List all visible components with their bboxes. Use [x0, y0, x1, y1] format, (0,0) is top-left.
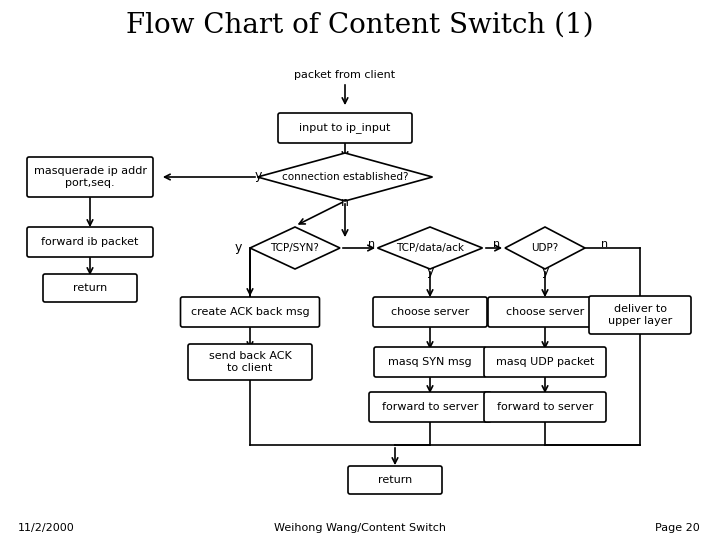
- FancyBboxPatch shape: [348, 466, 442, 494]
- FancyBboxPatch shape: [43, 274, 137, 302]
- FancyBboxPatch shape: [373, 297, 487, 327]
- Text: 11/2/2000: 11/2/2000: [18, 523, 75, 533]
- FancyBboxPatch shape: [484, 392, 606, 422]
- FancyBboxPatch shape: [369, 392, 491, 422]
- Text: forward to server: forward to server: [382, 402, 478, 412]
- Text: n: n: [341, 195, 349, 208]
- Polygon shape: [250, 227, 340, 269]
- Text: TCP/SYN?: TCP/SYN?: [271, 243, 320, 253]
- Text: choose server: choose server: [391, 307, 469, 317]
- FancyBboxPatch shape: [278, 113, 412, 143]
- Text: masquerade ip addr
port,seq.: masquerade ip addr port,seq.: [34, 166, 146, 188]
- Text: connection established?: connection established?: [282, 172, 408, 182]
- FancyBboxPatch shape: [374, 347, 486, 377]
- Text: n: n: [601, 239, 608, 249]
- FancyBboxPatch shape: [27, 227, 153, 257]
- Text: Flow Chart of Content Switch (1): Flow Chart of Content Switch (1): [126, 11, 594, 38]
- Text: masq UDP packet: masq UDP packet: [496, 357, 594, 367]
- Text: return: return: [378, 475, 412, 485]
- Text: y: y: [254, 168, 261, 181]
- FancyBboxPatch shape: [181, 297, 320, 327]
- Polygon shape: [377, 227, 482, 269]
- Text: packet from client: packet from client: [294, 70, 395, 80]
- Text: y: y: [426, 266, 433, 279]
- Polygon shape: [258, 153, 433, 201]
- Text: input to ip_input: input to ip_input: [300, 123, 391, 133]
- Text: choose server: choose server: [506, 307, 584, 317]
- Text: forward to server: forward to server: [497, 402, 593, 412]
- FancyBboxPatch shape: [589, 296, 691, 334]
- Text: forward ib packet: forward ib packet: [41, 237, 139, 247]
- Polygon shape: [505, 227, 585, 269]
- Text: n: n: [493, 239, 500, 249]
- Text: Weihong Wang/Content Switch: Weihong Wang/Content Switch: [274, 523, 446, 533]
- Text: send back ACK
to client: send back ACK to client: [209, 351, 292, 373]
- Text: create ACK back msg: create ACK back msg: [191, 307, 310, 317]
- Text: n: n: [369, 239, 376, 249]
- FancyBboxPatch shape: [188, 344, 312, 380]
- Text: Page 20: Page 20: [655, 523, 700, 533]
- Text: y: y: [541, 266, 549, 279]
- Text: masq SYN msg: masq SYN msg: [388, 357, 472, 367]
- Text: TCP/data/ack: TCP/data/ack: [396, 243, 464, 253]
- FancyBboxPatch shape: [484, 347, 606, 377]
- Text: deliver to
upper layer: deliver to upper layer: [608, 304, 672, 326]
- Text: return: return: [73, 283, 107, 293]
- FancyBboxPatch shape: [488, 297, 602, 327]
- Text: y: y: [234, 241, 242, 254]
- Text: UDP?: UDP?: [531, 243, 559, 253]
- FancyBboxPatch shape: [27, 157, 153, 197]
